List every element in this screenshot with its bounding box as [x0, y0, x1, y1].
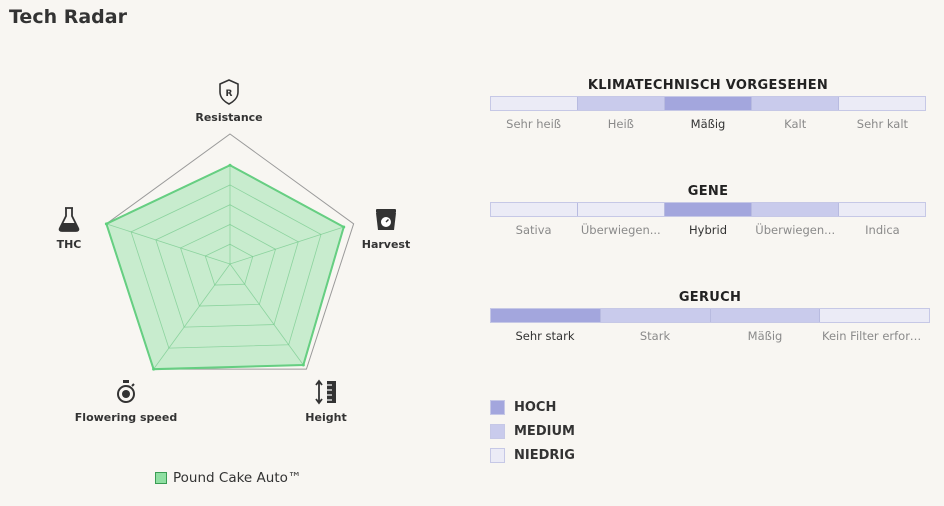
scale-segment [578, 203, 665, 216]
scale-segment [578, 97, 665, 110]
scale-bar [490, 308, 930, 323]
key-swatch [490, 399, 505, 415]
scale-segment-label: Sehr stark [515, 329, 575, 343]
shield-icon: R [219, 79, 239, 105]
key-swatch [490, 423, 505, 439]
radar-spoke [106, 223, 231, 265]
scale-segment-label: Stark [639, 329, 671, 343]
scale-segment [491, 203, 578, 216]
scale-segment [665, 97, 752, 110]
radar-grid-level [180, 224, 276, 307]
legend-label: Pound Cake Auto™ [173, 470, 302, 486]
key-item-medium: MEDIUM [490, 419, 575, 443]
stopwatch-icon [117, 380, 135, 403]
radar-outer-boundary [105, 133, 355, 370]
scale-segment [710, 309, 821, 322]
smell-scale: GERUCH Sehr stark Stark Mäßig Kein Filter e… [490, 290, 930, 343]
scale-segment-label: Mäßig [690, 117, 726, 131]
scale-bar [490, 202, 926, 217]
radar-axis-label: Harvest [362, 238, 411, 251]
key-item-niedrig: NIEDRIG [490, 443, 575, 467]
chart-legend: Pound Cake Auto™ [155, 470, 301, 486]
radar-grid-level [130, 184, 322, 349]
key-swatch [490, 447, 505, 463]
scale-segment-label: Sehr heiß [506, 117, 562, 131]
scale-segment [839, 97, 925, 110]
radar-axis-label: THC [57, 238, 82, 251]
radar-grid-level [204, 243, 254, 286]
scale-segment-label: Mäßig [747, 329, 783, 343]
scale-icon [376, 209, 396, 230]
scale-title: GENE [687, 184, 729, 199]
genes-scale: GENE Sativa Überwiegen... Hybrid Überwiegen… [490, 184, 926, 237]
scale-segment-label: Überwiegen... [580, 223, 661, 237]
ruler-icon [315, 379, 336, 405]
scale-segment [752, 97, 839, 110]
radar-series [104, 163, 346, 371]
scale-bar [490, 96, 926, 111]
scale-segment-label: Kalt [784, 117, 807, 131]
key-label: NIEDRIG [514, 447, 575, 463]
scale-segment [820, 309, 929, 322]
flask-icon [58, 207, 80, 232]
radar-grid-level [155, 204, 299, 328]
scale-segment-label: Heiß [607, 117, 634, 131]
climate-scale: KLIMATECHNISCH VORGESEHEN Sehr heiß Heiß M… [490, 78, 926, 131]
radar-axis-label: Flowering speed [75, 411, 177, 424]
scale-segment-label: Kein Filter erforderlich [822, 329, 930, 343]
radar-spoke [229, 263, 304, 366]
radar-axis-label: Height [305, 411, 346, 424]
legend-swatch [155, 472, 167, 484]
scale-segment [491, 97, 578, 110]
radar-chart: R Resistance Harvest Height Flowering speed T… [57, 79, 411, 424]
scale-segment-label: Indica [865, 223, 900, 237]
key-label: MEDIUM [514, 423, 575, 439]
intensity-key: HOCH MEDIUM NIEDRIG [490, 395, 575, 467]
scale-segment [839, 203, 925, 216]
radar-series-area [105, 164, 345, 371]
scale-title: KLIMATECHNISCH VORGESEHEN [587, 78, 829, 93]
radar-axis-label: Resistance [195, 111, 262, 124]
scale-segment-label: Sativa [515, 223, 552, 237]
radar-grid-level [105, 164, 345, 370]
scale-segment-label: Überwiegen... [755, 223, 836, 237]
radar-point [301, 363, 305, 367]
scale-segment [491, 309, 601, 322]
scale-labels: Sativa Überwiegen... Hybrid Überwiegen... In… [490, 223, 926, 237]
radar-point [152, 367, 156, 371]
radar-spoke [153, 263, 231, 370]
scale-segment [600, 309, 711, 322]
scale-segment [752, 203, 839, 216]
scale-segment-label: Sehr kalt [856, 117, 909, 131]
radar-point [104, 222, 108, 226]
scale-segment-label: Hybrid [689, 223, 727, 237]
radar-point [228, 163, 232, 167]
radar-grid [105, 133, 355, 370]
scale-title: GERUCH [678, 290, 742, 305]
scale-labels: Sehr stark Stark Mäßig Kein Filter erforder… [490, 329, 931, 343]
scale-labels: Sehr heiß Heiß Mäßig Kalt Sehr kalt [490, 117, 926, 131]
radar-axis-labels: R Resistance Harvest Height Flowering speed T… [57, 79, 411, 424]
key-item-hoch: HOCH [490, 395, 575, 419]
key-label: HOCH [514, 399, 557, 415]
scale-segment [665, 203, 752, 216]
page-title: Tech Radar [9, 6, 127, 28]
radar-point [342, 225, 346, 229]
radar-spoke [229, 226, 344, 265]
svg-text:R: R [226, 89, 233, 99]
